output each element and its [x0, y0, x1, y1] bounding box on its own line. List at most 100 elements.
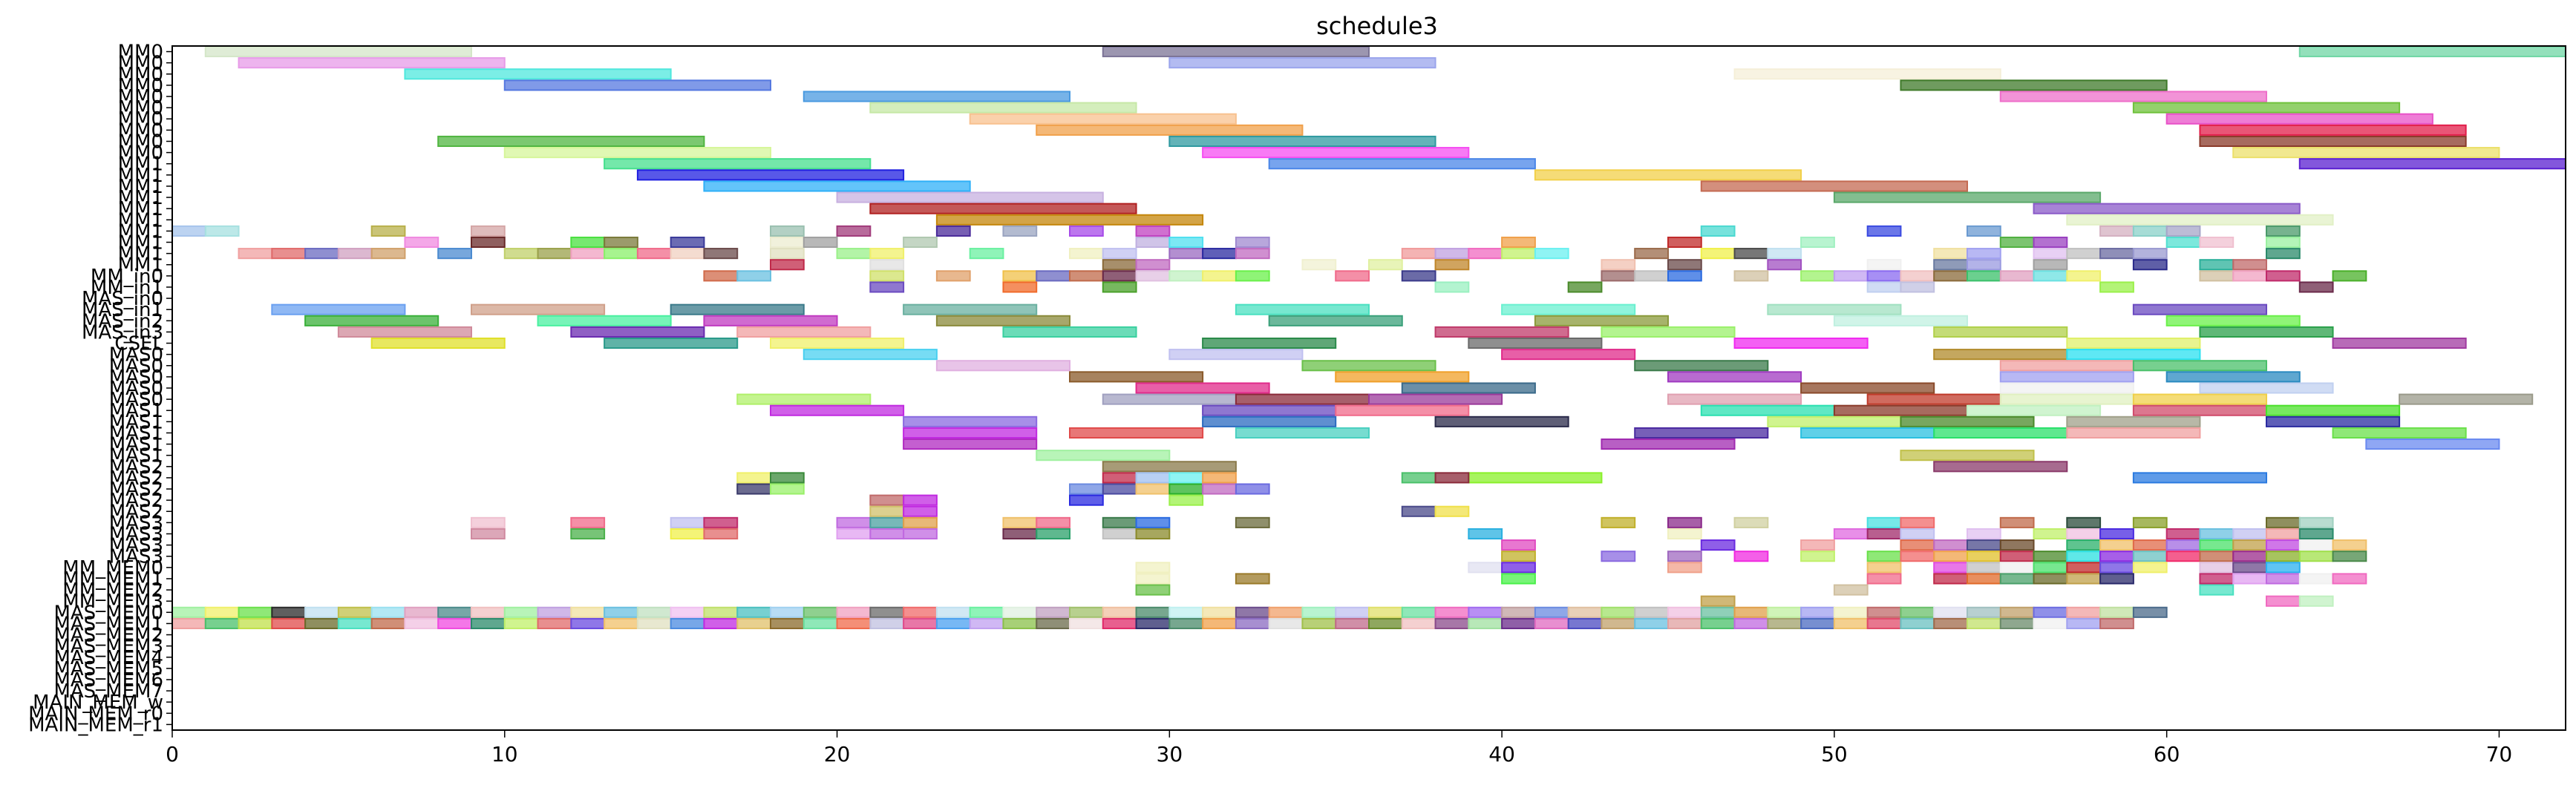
task-bar	[2199, 270, 2235, 282]
task-bar	[2332, 337, 2467, 349]
task-bar	[903, 606, 938, 618]
task-bar	[2232, 528, 2267, 540]
task-bar	[1900, 281, 1935, 293]
task-bar	[2199, 236, 2235, 249]
x-axis-ticks: 0 10 20 30 40 50 60 70	[166, 730, 2512, 766]
task-bar	[903, 516, 938, 528]
task-bar	[1733, 617, 1769, 629]
task-bar	[770, 404, 905, 416]
y-tick-label: MM0	[118, 86, 163, 108]
task-bar	[304, 315, 439, 326]
y-tick-label: MAS2	[109, 467, 163, 490]
task-bar	[1866, 573, 1902, 585]
y-tick-label: CSEL	[114, 333, 163, 355]
task-bar	[2132, 225, 2168, 237]
task-bar	[2298, 539, 2334, 551]
task-bar	[2332, 539, 2367, 551]
task-bar	[1335, 270, 1370, 282]
task-bar	[1866, 270, 1902, 282]
task-bar	[1999, 539, 2035, 551]
y-tick-label: MAIN_MEM_w	[33, 692, 163, 714]
task-bar	[1002, 617, 1038, 629]
task-bar	[1667, 371, 1802, 383]
task-bar	[1667, 393, 1802, 405]
task-bar	[1069, 606, 1104, 618]
task-bar	[1967, 562, 2001, 574]
task-bar	[1002, 516, 1038, 528]
task-bar	[1235, 248, 1270, 260]
task-bar	[1800, 539, 1835, 551]
task-bar	[1102, 528, 1137, 540]
task-bar	[903, 416, 1038, 427]
task-bar	[1501, 617, 1536, 629]
task-bar	[1700, 180, 1969, 192]
task-bar	[1401, 472, 1436, 484]
task-bar	[1301, 617, 1337, 629]
task-bar	[670, 236, 705, 249]
task-bar	[1235, 270, 1270, 282]
task-bar	[1135, 584, 1171, 596]
task-bar	[2033, 259, 2068, 271]
task-bar	[1967, 270, 2001, 282]
task-bar	[1866, 606, 1902, 618]
task-bar	[537, 315, 672, 326]
task-bar	[1999, 516, 2035, 528]
task-bar	[1335, 617, 1370, 629]
task-bar	[736, 483, 772, 495]
x-tick-label: 20	[824, 742, 851, 766]
x-tick-label: 60	[2154, 742, 2180, 766]
task-bar	[570, 248, 606, 260]
task-bar	[1202, 248, 1237, 260]
task-bar	[1135, 516, 1171, 528]
task-bar	[770, 225, 805, 237]
task-bar	[604, 248, 638, 260]
task-bar	[736, 606, 772, 618]
task-bar	[1999, 393, 2134, 405]
y-tick-label: MAS0	[109, 355, 163, 378]
task-bar	[736, 617, 772, 629]
task-bar	[2199, 259, 2235, 271]
task-bar	[1036, 617, 1070, 629]
y-tick-label: MM1	[118, 176, 163, 198]
y-tick-label: MAS1	[109, 411, 163, 433]
task-bar	[736, 393, 872, 405]
y-tick-label: MAS_in2	[82, 310, 163, 332]
task-bar	[1301, 259, 1337, 271]
task-bar	[1069, 617, 1104, 629]
task-bar	[2132, 551, 2168, 562]
task-bar	[903, 427, 1038, 439]
task-bar	[770, 236, 805, 249]
task-bar	[1102, 281, 1137, 293]
task-bar	[604, 337, 739, 349]
task-bar	[969, 617, 1004, 629]
y-tick-label: MM_MEM2	[62, 579, 163, 602]
task-bar	[1501, 606, 1536, 618]
task-bar	[1069, 225, 1104, 237]
task-bar	[1999, 382, 2134, 394]
task-bar	[903, 494, 938, 506]
task-bar	[2266, 595, 2301, 607]
task-bar	[703, 180, 971, 192]
task-bar	[1601, 326, 1736, 338]
task-bar	[1967, 617, 2001, 629]
y-tick-label: MAS_MEM7	[53, 680, 163, 703]
task-bar	[2266, 573, 2301, 585]
task-bar	[2232, 147, 2500, 159]
task-bar	[1434, 326, 1569, 338]
task-bar	[2099, 225, 2134, 237]
task-bar	[1168, 57, 1436, 69]
task-bar	[2066, 349, 2201, 361]
task-bar	[903, 617, 938, 629]
task-bar	[2266, 551, 2301, 562]
task-bar	[2165, 315, 2301, 326]
task-bar	[2199, 326, 2334, 338]
task-bar	[1900, 606, 1935, 618]
task-bar	[1767, 606, 1802, 618]
task-bar	[1401, 617, 1436, 629]
x-tick-label: 70	[2486, 742, 2513, 766]
task-bar	[1301, 360, 1436, 372]
task-bar	[2132, 393, 2268, 405]
task-bar	[2099, 528, 2134, 540]
task-bar	[1733, 270, 1769, 282]
